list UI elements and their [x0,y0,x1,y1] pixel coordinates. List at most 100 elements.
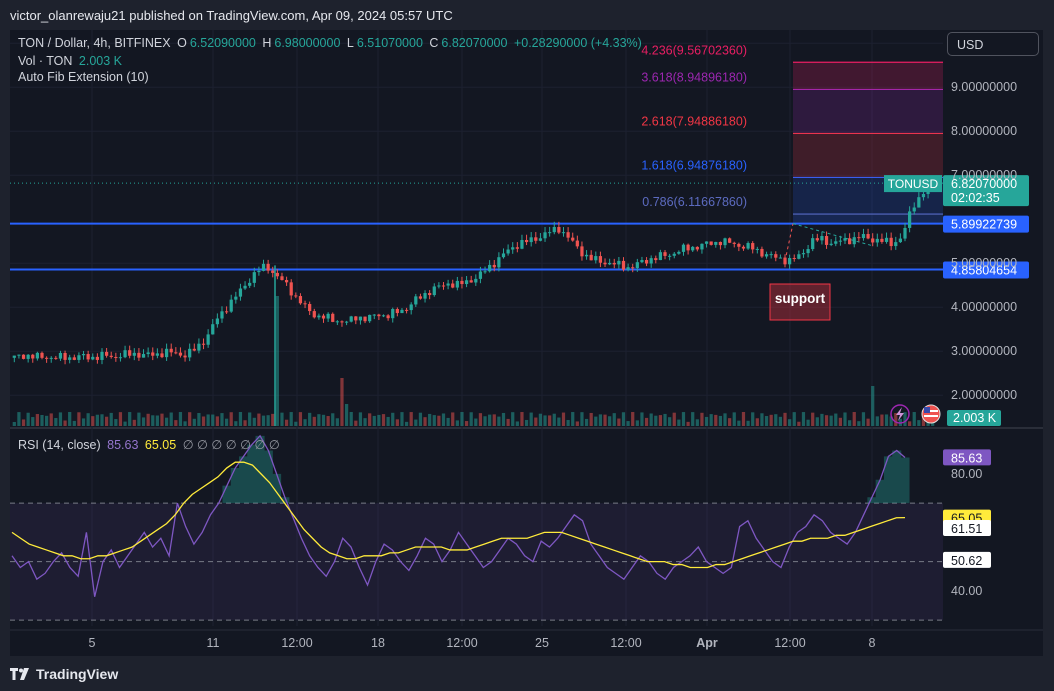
volume-bar [169,412,173,426]
grid [10,30,1043,626]
volume-bar [395,419,399,426]
volume-bar [220,413,224,426]
candle-body [31,354,35,359]
candle-body [612,262,616,265]
volume-bar [68,412,72,426]
candle-body [40,352,44,358]
time-tick-label: 25 [535,636,549,650]
lightning-icon[interactable] [890,404,910,424]
currency-button[interactable]: USD [947,32,1039,56]
volume-bar [801,412,806,426]
volume-bar [501,412,506,426]
candle-body [414,296,418,305]
price-tick-label: 9.00000000 [951,80,1017,94]
volume-bar [548,415,552,426]
candle-body [801,253,806,255]
candle-body [501,253,506,258]
volume-bar [621,412,626,426]
candle-body [224,311,229,313]
candle-body [266,263,270,271]
volume-bar [460,412,464,426]
candle-body [626,267,630,270]
candle-body [843,238,847,241]
candle-body [68,357,72,360]
support-annotation-box [769,283,831,321]
volume-bar [234,421,238,426]
volume-bar [363,418,367,426]
volume-bar [109,412,113,426]
candle-body [921,194,926,198]
volume-bar [455,420,459,426]
time-tick-label: 12:00 [446,636,477,650]
price-tick-label: 5.00000000 [951,256,1017,270]
candle-body [838,240,843,242]
volume-bar [381,414,386,426]
candle-body [889,237,893,247]
price-tick-label: 3.00000000 [951,344,1017,358]
candle-body [91,356,95,360]
volume-bar [631,412,635,426]
fib-zone [793,214,943,224]
volume-bar [511,412,515,426]
volume-bar [884,414,889,426]
volume-bar [91,416,95,426]
candle-body [594,256,598,261]
chart-svg[interactable]: 0.786(6.11667860) 1.618(6.94876180) 2.618(… [10,30,1043,656]
symbol-tag-label: TONUSD [888,177,939,191]
candle-body [26,354,30,359]
candle-body [700,243,704,250]
candle-body [769,254,773,256]
volume-bar [86,413,90,426]
legend-o-label: O [177,36,187,50]
candle-body [400,309,404,314]
tradingview-logo[interactable]: TradingView [10,666,118,682]
footer: TradingView [0,656,1054,691]
volume-bar [580,412,584,426]
volume-bar [635,420,639,426]
candle-body [755,248,759,250]
volume-bar [197,413,201,426]
volume-bar [612,413,616,426]
candle-body [331,313,335,322]
volume-bar [824,415,829,426]
candle-body [469,280,473,283]
candle-body [608,262,612,265]
legend-rsi: RSI (14, close) 85.63 65.05 ∅ ∅ ∅ ∅ ∅ ∅ … [18,437,283,452]
candle-body [183,355,187,358]
candle-body [404,309,409,311]
volume-bar [594,416,598,426]
candle-body [788,258,792,265]
candle-body [488,264,492,272]
volume-bar [77,412,81,426]
candle-body [234,296,238,300]
candle-body [677,251,681,254]
candle-body [257,270,261,273]
candle-body [368,314,372,322]
candle-body [672,253,676,256]
candle-body [492,264,496,268]
volume-bar [423,417,427,426]
candle-body [829,243,833,245]
candle-body [732,242,736,244]
volume-bar [377,414,381,426]
volume-bar [95,414,99,426]
volume-bar [211,414,215,426]
candle-body [280,276,284,281]
fib-anchor-line [792,223,873,247]
legend-vol-label: Vol · TON [18,54,73,68]
candle-body [718,241,723,246]
candle-body [354,316,358,321]
volume-bar [474,418,478,426]
fib-level-label: 3.618(8.94896180) [641,70,747,84]
candle-body [908,211,912,228]
volume-bar [672,412,676,426]
candle-body [160,353,164,358]
volume-bar [608,416,612,426]
us-flag-stripe [924,410,938,412]
chart-panel[interactable]: 0.786(6.11667860) 1.618(6.94876180) 2.618(… [10,30,1043,656]
volume-bar [137,412,141,426]
volume-bar [469,412,473,426]
volume-bar [21,419,26,426]
candle-body [746,243,750,249]
